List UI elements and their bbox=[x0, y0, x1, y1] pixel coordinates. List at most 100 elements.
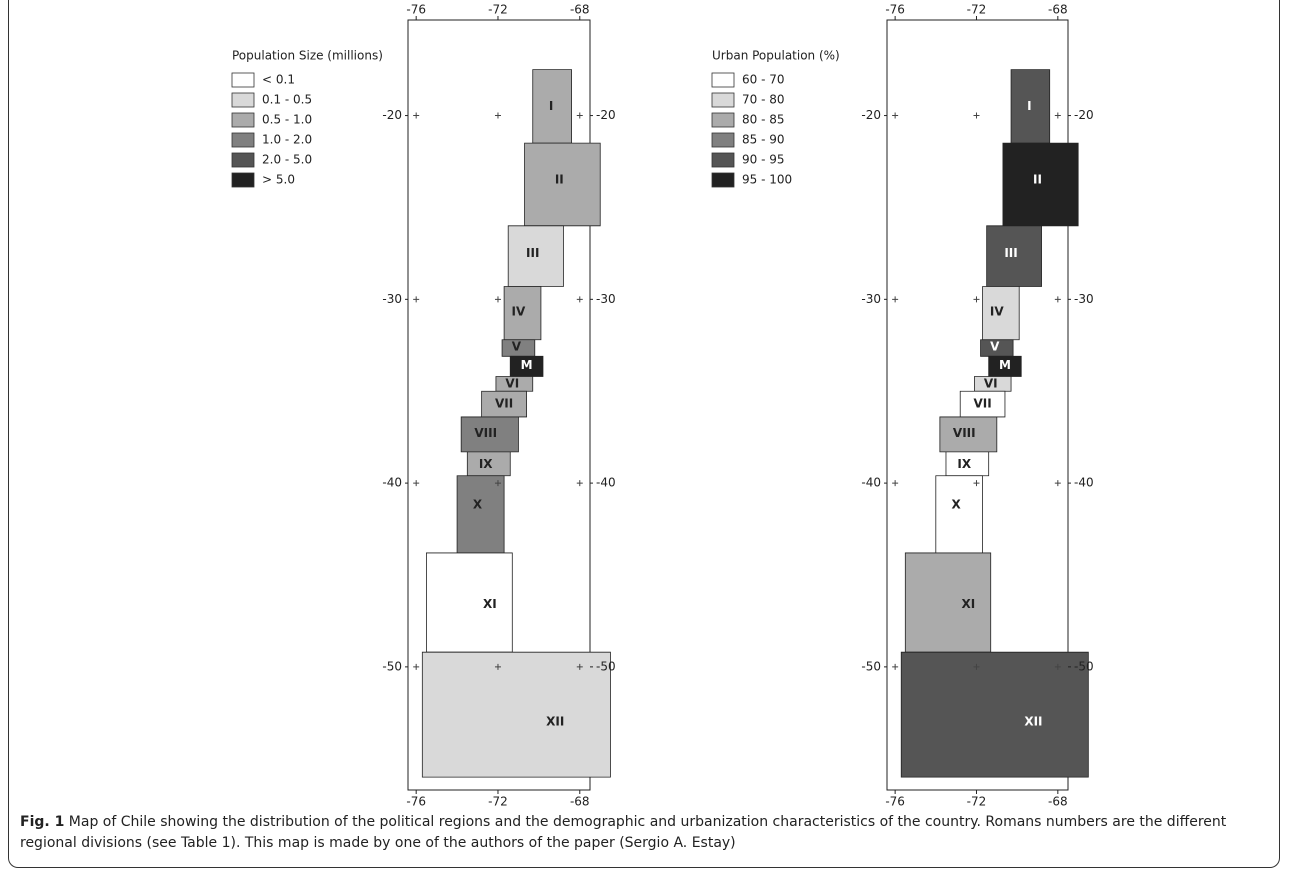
grid-cross bbox=[413, 663, 420, 670]
y-tick-label: -50 bbox=[1074, 659, 1094, 673]
y-tick-label: -30 bbox=[1074, 292, 1094, 306]
legend-swatch bbox=[231, 172, 255, 188]
region bbox=[986, 225, 1042, 287]
region-label: IX bbox=[479, 457, 493, 471]
grid-cross bbox=[973, 663, 980, 670]
legend-swatch bbox=[231, 92, 255, 108]
region-label: VI bbox=[984, 376, 998, 390]
region bbox=[495, 376, 534, 392]
region-label: IV bbox=[990, 305, 1004, 319]
legend-title: Urban Population (%) bbox=[712, 49, 840, 63]
x-tick-label: -68 bbox=[570, 795, 590, 809]
grid-cross bbox=[973, 480, 980, 487]
y-tick-label: -40 bbox=[596, 476, 616, 490]
caption-text: Map of Chile showing the distribution of… bbox=[20, 814, 1227, 851]
x-tick-label: -68 bbox=[570, 3, 590, 17]
region-label: V bbox=[512, 340, 522, 354]
grid-cross bbox=[892, 480, 899, 487]
y-tick-label: -30 bbox=[596, 292, 616, 306]
x-tick-label: -72 bbox=[967, 795, 987, 809]
region-label: I bbox=[1027, 99, 1031, 113]
region-label: XII bbox=[546, 715, 564, 729]
legend-label: 85 - 90 bbox=[742, 133, 785, 147]
grid-cross bbox=[1054, 663, 1061, 670]
x-tick-label: -68 bbox=[1048, 795, 1068, 809]
region-label: M bbox=[521, 358, 533, 372]
x-tick-label: -76 bbox=[406, 3, 426, 17]
region bbox=[988, 355, 1022, 377]
legend-swatch bbox=[711, 152, 735, 168]
grid-cross bbox=[892, 663, 899, 670]
region-label: VI bbox=[505, 376, 519, 390]
region bbox=[503, 286, 542, 341]
region-label: I bbox=[549, 99, 553, 113]
figure-frame bbox=[8, 0, 1280, 868]
grid-cross bbox=[1054, 296, 1061, 303]
legend-swatch bbox=[231, 72, 255, 88]
legend-label: < 0.1 bbox=[262, 73, 295, 87]
legend-label: > 5.0 bbox=[262, 173, 295, 187]
legend-label: 80 - 85 bbox=[742, 113, 785, 127]
grid-cross bbox=[1054, 480, 1061, 487]
caption-label: Fig. 1 bbox=[20, 814, 65, 830]
legend-label: 1.0 - 2.0 bbox=[262, 133, 312, 147]
region-label: X bbox=[473, 498, 483, 512]
region bbox=[900, 651, 1089, 778]
y-tick-label: -30 bbox=[861, 292, 881, 306]
y-tick-label: -20 bbox=[382, 108, 402, 122]
grid-cross bbox=[494, 480, 501, 487]
region bbox=[974, 376, 1012, 392]
y-tick-label: -50 bbox=[861, 659, 881, 673]
legend-swatch bbox=[231, 132, 255, 148]
y-tick-label: -40 bbox=[1074, 476, 1094, 490]
grid-cross bbox=[576, 480, 583, 487]
region-label: XI bbox=[961, 597, 975, 611]
x-tick-label: -72 bbox=[488, 795, 508, 809]
region-label: VIII bbox=[953, 426, 976, 440]
legend-swatch bbox=[711, 132, 735, 148]
legend-label: 0.1 - 0.5 bbox=[262, 93, 312, 107]
grid-cross bbox=[494, 663, 501, 670]
region bbox=[904, 552, 992, 653]
map-frame bbox=[407, 19, 591, 791]
grid-cross bbox=[892, 296, 899, 303]
region-label: VII bbox=[495, 397, 513, 411]
region-label: IX bbox=[957, 457, 971, 471]
caption: Fig. 1 Map of Chile showing the distribu… bbox=[20, 812, 1270, 854]
region bbox=[507, 225, 564, 287]
grid-cross bbox=[576, 663, 583, 670]
region bbox=[426, 552, 513, 653]
region bbox=[1002, 142, 1079, 227]
region-label: IV bbox=[512, 305, 526, 319]
legend-swatch bbox=[711, 172, 735, 188]
grid-cross bbox=[973, 112, 980, 119]
y-tick-label: -20 bbox=[1074, 108, 1094, 122]
grid-cross bbox=[413, 480, 420, 487]
y-tick-label: -40 bbox=[861, 476, 881, 490]
region bbox=[982, 286, 1020, 341]
legend-label: 2.0 - 5.0 bbox=[262, 153, 312, 167]
grid-cross bbox=[973, 296, 980, 303]
region bbox=[509, 355, 544, 377]
region-label: VII bbox=[973, 397, 991, 411]
legend-swatch bbox=[711, 112, 735, 128]
region bbox=[959, 390, 1006, 418]
region-label: XII bbox=[1024, 715, 1042, 729]
legend-swatch bbox=[231, 152, 255, 168]
x-tick-label: -76 bbox=[885, 3, 905, 17]
region-label: III bbox=[526, 246, 539, 260]
region-label: M bbox=[999, 358, 1011, 372]
x-tick-label: -76 bbox=[885, 795, 905, 809]
region-label: III bbox=[1004, 246, 1017, 260]
region bbox=[460, 416, 519, 453]
grid-cross bbox=[576, 112, 583, 119]
legend-title: Population Size (millions) bbox=[232, 49, 383, 63]
region bbox=[935, 475, 983, 554]
region bbox=[456, 475, 505, 554]
x-tick-label: -72 bbox=[488, 3, 508, 17]
region bbox=[939, 416, 998, 453]
legend-label: 70 - 80 bbox=[742, 93, 785, 107]
y-tick-label: -20 bbox=[596, 108, 616, 122]
